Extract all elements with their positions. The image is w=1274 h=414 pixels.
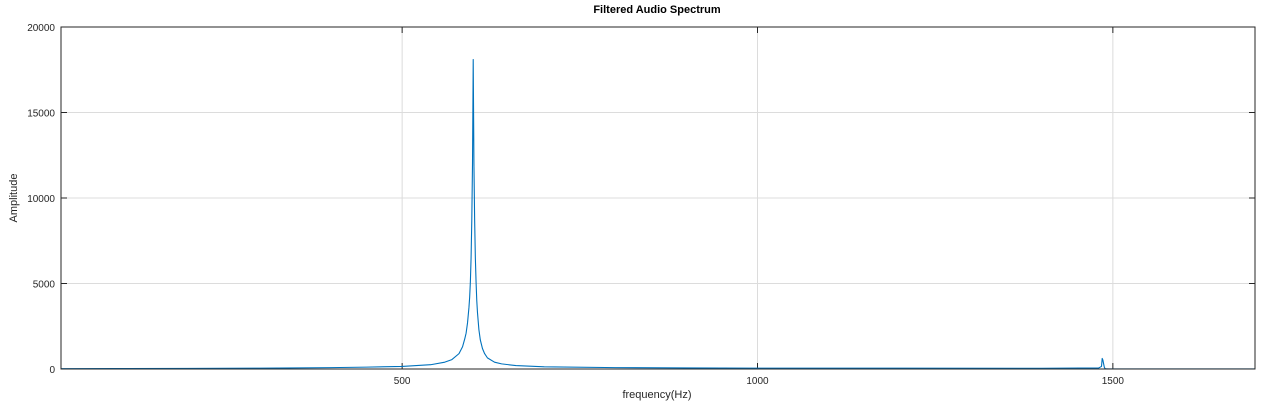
y-tick-label: 15000 [27,109,55,120]
plot-frame [60,26,1256,370]
x-axis-label: frequency(Hz) [622,389,691,401]
y-tick-label: 10000 [27,194,55,205]
series-layer [60,58,1255,370]
y-axis-label: Amplitude [8,174,20,223]
x-tick-label: 1000 [746,376,769,387]
x-tick-label: 500 [394,376,411,387]
y-tick-label: 5000 [33,280,56,291]
chart-title: Filtered Audio Spectrum [593,4,721,16]
y-tick-label: 20000 [27,23,55,34]
spectrum-line [60,58,1255,370]
y-tick-label: 0 [49,365,55,376]
x-tick-label: 1500 [1102,376,1125,387]
